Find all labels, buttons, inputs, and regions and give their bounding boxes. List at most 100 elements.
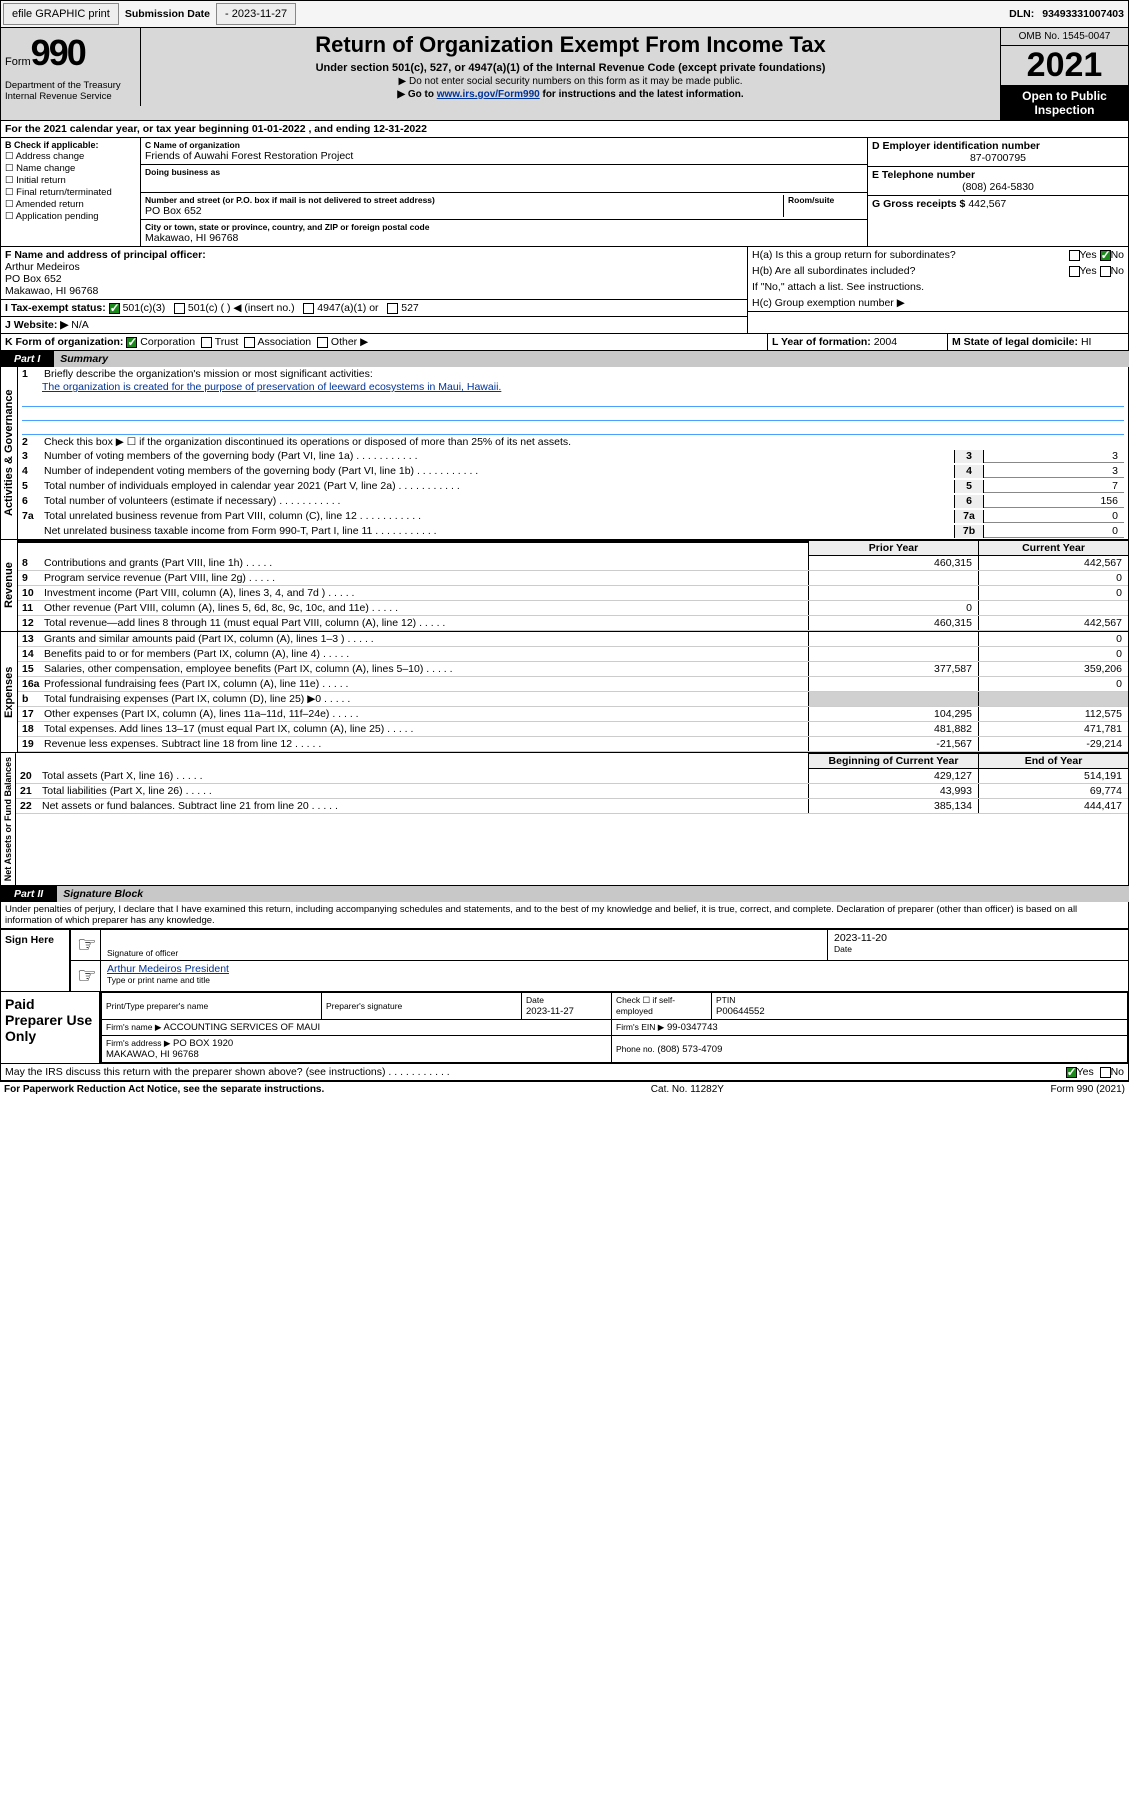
prior-year-value: 377,587 [808, 662, 978, 676]
officer-addr: PO Box 652 Makawao, HI 96768 [5, 273, 743, 297]
officer-sig-name[interactable]: Arthur Medeiros President [107, 963, 1122, 975]
submission-date-label: Submission Date [121, 8, 214, 20]
k-trust[interactable] [201, 337, 212, 348]
paid-preparer-block: Paid Preparer Use Only Print/Type prepar… [0, 992, 1129, 1064]
current-year-value: 0 [978, 647, 1128, 661]
summary-value: 156 [984, 495, 1124, 508]
prior-year-value: 0 [808, 601, 978, 615]
open-public-badge: Open to Public Inspection [1001, 86, 1128, 120]
prior-year-value: -21,567 [808, 737, 978, 751]
revenue-section: Revenue Prior YearCurrent Year 8Contribu… [0, 540, 1129, 632]
discuss-no[interactable] [1100, 1067, 1111, 1078]
omb-number: OMB No. 1545-0047 [1001, 28, 1128, 46]
current-year-value: 514,191 [978, 769, 1128, 783]
prior-year-value: 429,127 [808, 769, 978, 783]
current-year-value [978, 601, 1128, 615]
prior-year-value [808, 586, 978, 600]
prior-year-value [808, 571, 978, 585]
prep-date: 2023-11-27 [526, 1006, 574, 1017]
gross-receipts: 442,567 [968, 198, 1006, 210]
current-year-value: 444,417 [978, 799, 1128, 813]
current-year-value: 0 [978, 677, 1128, 691]
sig-date: 2023-11-20 [834, 932, 1122, 944]
ein: 87-0700795 [872, 152, 1124, 164]
top-toolbar: efile GRAPHIC print Submission Date - 20… [0, 0, 1129, 28]
part1-header: Part I Summary [0, 351, 1129, 367]
ha-no[interactable] [1100, 250, 1111, 261]
summary-value: 0 [984, 525, 1124, 538]
form-note-ssn: ▶ Do not enter social security numbers o… [147, 76, 994, 87]
dln-label: DLN: [1005, 8, 1038, 20]
summary-value: 7 [984, 480, 1124, 493]
box-de: D Employer identification number87-07007… [868, 138, 1128, 246]
501c3-checkbox[interactable] [109, 303, 120, 314]
form-title: Return of Organization Exempt From Incom… [147, 32, 994, 58]
prior-year-value [808, 632, 978, 646]
current-year-value [978, 692, 1128, 706]
k-corp[interactable] [126, 337, 137, 348]
perjury-declaration: Under penalties of perjury, I declare th… [0, 902, 1129, 929]
current-year-value: 359,206 [978, 662, 1128, 676]
current-year-value: 442,567 [978, 616, 1128, 630]
hb-yes[interactable] [1069, 266, 1080, 277]
expenses-section: Expenses 13Grants and similar amounts pa… [0, 632, 1129, 753]
current-year-value: 442,567 [978, 556, 1128, 570]
dln-value: 93493331007403 [1038, 8, 1128, 20]
org-city: Makawao, HI 96768 [145, 232, 863, 244]
current-year-value: 0 [978, 586, 1128, 600]
ha-yes[interactable] [1069, 250, 1080, 261]
firm-ein: 99-0347743 [667, 1022, 718, 1033]
501c-checkbox[interactable] [174, 303, 185, 314]
4947-checkbox[interactable] [303, 303, 314, 314]
current-year-value: 471,781 [978, 722, 1128, 736]
submission-date-value[interactable]: - 2023-11-27 [216, 3, 296, 25]
info-grid: B Check if applicable: ☐ Address change … [0, 138, 1129, 247]
prior-year-value: 460,315 [808, 616, 978, 630]
org-street: PO Box 652 [145, 205, 783, 217]
527-checkbox[interactable] [387, 303, 398, 314]
prior-year-value: 481,882 [808, 722, 978, 736]
box-b: B Check if applicable: ☐ Address change … [1, 138, 141, 246]
mission-link[interactable]: The organization is created for the purp… [42, 381, 501, 393]
dept-treasury: Department of the Treasury Internal Reve… [5, 80, 136, 102]
state-domicile: HI [1081, 336, 1092, 348]
website: N/A [71, 319, 89, 331]
form-word: Form [5, 56, 31, 68]
summary-value: 3 [984, 450, 1124, 463]
prior-year-value: 43,993 [808, 784, 978, 798]
discuss-yes[interactable] [1066, 1067, 1077, 1078]
current-year-value: -29,214 [978, 737, 1128, 751]
page-footer: For Paperwork Reduction Act Notice, see … [0, 1081, 1129, 1097]
box-c: C Name of organizationFriends of Auwahi … [141, 138, 868, 246]
current-year-value: 0 [978, 571, 1128, 585]
line-a: For the 2021 calendar year, or tax year … [0, 121, 1129, 138]
prior-year-value [808, 677, 978, 691]
activities-governance: Activities & Governance 1Briefly describ… [0, 367, 1129, 540]
hb-no[interactable] [1100, 266, 1111, 277]
efile-print-button[interactable]: efile GRAPHIC print [3, 3, 119, 25]
summary-value: 3 [984, 465, 1124, 478]
org-name: Friends of Auwahi Forest Restoration Pro… [145, 150, 863, 162]
firm-phone: (808) 573-4709 [657, 1044, 722, 1055]
telephone: (808) 264-5830 [872, 181, 1124, 193]
summary-value: 0 [984, 510, 1124, 523]
prior-year-value [808, 692, 978, 706]
year-formation: 2004 [874, 336, 897, 348]
prior-year-value: 104,295 [808, 707, 978, 721]
form-header: Form990 Department of the Treasury Inter… [0, 28, 1129, 121]
f-h-row: F Name and address of principal officer:… [0, 247, 1129, 334]
k-other[interactable] [317, 337, 328, 348]
prior-year-value: 385,134 [808, 799, 978, 813]
sign-here-block: Sign Here ☞ Signature of officer 2023-11… [0, 929, 1129, 992]
prior-year-value: 460,315 [808, 556, 978, 570]
current-year-value: 0 [978, 632, 1128, 646]
current-year-value: 112,575 [978, 707, 1128, 721]
ptin: P00644552 [716, 1006, 765, 1017]
prior-year-value [808, 647, 978, 661]
officer-name: Arthur Medeiros [5, 261, 743, 273]
may-irs-discuss: May the IRS discuss this return with the… [0, 1064, 1129, 1081]
form-subtitle: Under section 501(c), 527, or 4947(a)(1)… [147, 62, 994, 74]
k-assoc[interactable] [244, 337, 255, 348]
form990-link[interactable]: www.irs.gov/Form990 [437, 89, 540, 100]
tax-year: 2021 [1001, 46, 1128, 86]
